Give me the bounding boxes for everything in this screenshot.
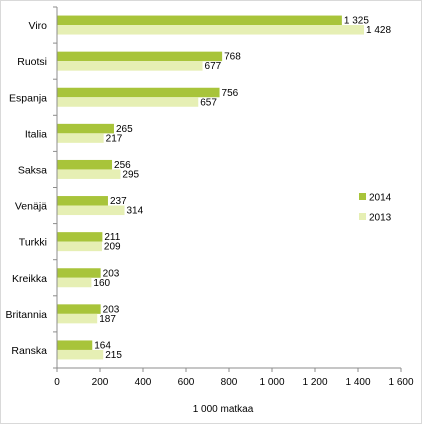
value-label: 217 (106, 133, 123, 144)
x-tick-label: 800 (221, 377, 238, 388)
legend-label: 2013 (369, 213, 392, 224)
value-label: 203 (103, 268, 120, 279)
legend-swatch-2014 (359, 193, 366, 200)
bar-2014 (57, 304, 101, 314)
category-labels-group: Viro Ruotsi Espanja Italia Saksa Venäjä Turkki… (6, 20, 48, 357)
value-label: 677 (205, 61, 222, 72)
bar-2014 (57, 232, 103, 242)
category-label: Viro (29, 20, 48, 32)
bar-2013 (57, 241, 102, 252)
bar-2013 (57, 169, 121, 179)
category-label: Saksa (18, 164, 47, 176)
x-tick-label: 0 (54, 377, 60, 388)
bar-2014 (57, 340, 93, 350)
x-tick-label: 1 000 (259, 377, 284, 388)
value-label: 295 (122, 169, 139, 180)
value-label: 256 (114, 160, 131, 171)
category-label: Venäjä (15, 201, 47, 213)
x-tick-label: 1 400 (345, 377, 370, 388)
category-label: Britannia (6, 309, 48, 321)
bars-group (57, 15, 365, 360)
bar-2013 (57, 61, 203, 71)
value-label: 203 (103, 304, 120, 315)
value-label: 1 428 (366, 25, 391, 36)
x-tick-label: 600 (178, 377, 195, 388)
bar-2014 (57, 51, 223, 62)
value-label: 1 325 (344, 16, 369, 27)
legend: 2014 2013 (359, 193, 392, 224)
bar-2013 (57, 313, 98, 324)
category-label: Kreikka (12, 273, 47, 285)
category-label: Turkki (19, 237, 47, 249)
bar-2014 (57, 87, 220, 98)
bar-2014 (57, 123, 114, 134)
value-label: 215 (105, 350, 122, 361)
value-label: 160 (93, 278, 110, 289)
x-tick-label: 200 (92, 377, 109, 388)
bar-2014 (57, 196, 108, 206)
legend-swatch-2013 (359, 213, 366, 220)
value-label: 768 (224, 52, 241, 63)
value-label: 265 (116, 124, 133, 135)
category-label: Italia (25, 128, 47, 140)
x-tick-label: 400 (135, 377, 152, 388)
bar-2013 (57, 277, 92, 288)
value-label: 314 (127, 206, 144, 217)
bar-2013 (57, 205, 125, 216)
bar-2013 (57, 97, 199, 107)
value-label: 211 (104, 232, 120, 243)
legend-label: 2014 (369, 193, 392, 204)
bar-2013 (57, 349, 104, 360)
bar-2014 (57, 15, 342, 26)
bar-2014 (57, 268, 101, 278)
value-label: 187 (99, 314, 116, 325)
x-tick-label: 1 200 (302, 377, 327, 388)
category-label: Ranska (11, 345, 47, 357)
value-label: 756 (222, 88, 239, 99)
category-label: Ruotsi (17, 56, 47, 68)
x-axis-title: 1 000 matkaa (193, 404, 254, 415)
x-tick-label: 1 600 (388, 377, 413, 388)
bar-2014 (57, 159, 113, 170)
value-label: 237 (110, 196, 127, 207)
x-tick-labels-group: 0 200 400 600 800 1 000 1 200 1 400 1 600 (54, 377, 414, 388)
bar-2013 (57, 133, 104, 143)
value-label: 164 (94, 340, 111, 351)
value-label: 209 (104, 242, 121, 253)
axes-group (53, 6, 402, 372)
value-label: 657 (200, 97, 217, 108)
category-label: Espanja (9, 92, 47, 104)
bar-2013 (57, 25, 365, 35)
